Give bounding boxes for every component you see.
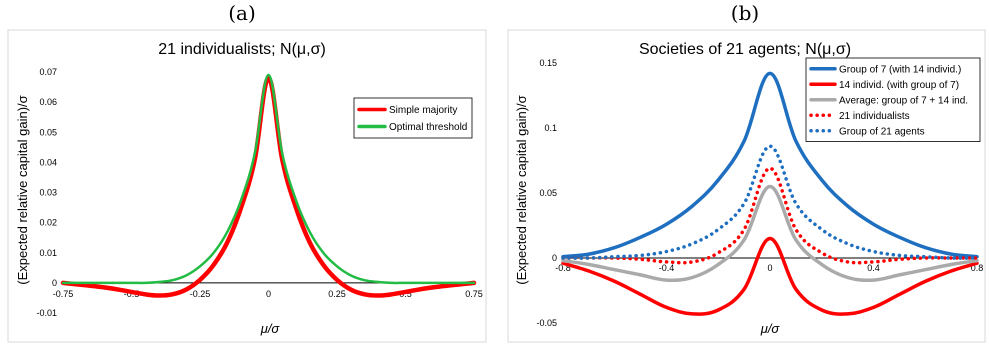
chart-b-xtick-0: -0.8 — [555, 263, 571, 273]
chart-b-xtick-4: 0.8 — [971, 263, 984, 273]
chart-b-ytick-0: -0.05 — [536, 318, 557, 328]
chart-b-legend-label-0: Group of 7 (with 14 individ.) — [839, 64, 961, 75]
chart-a-ytick-3: 0.02 — [39, 218, 57, 228]
chart-a-ytick-4: 0.03 — [39, 188, 57, 198]
chart-b-xtick-1: -0.4 — [659, 263, 675, 273]
chart-a-xtick-2: -0.25 — [190, 289, 211, 299]
chart-a-legend — [353, 97, 473, 139]
chart-b-series-4 — [561, 144, 979, 260]
chart-b-ytick-2: 0.05 — [539, 188, 557, 198]
chart-a-title: 21 individualists; N(μ,σ) — [158, 41, 326, 58]
chart-b-series-1 — [561, 236, 979, 316]
chart-a-series-1 — [61, 73, 476, 285]
chart-b-ytick-3: 0.1 — [544, 123, 557, 133]
chart-a-ytick-1: 0 — [52, 278, 57, 288]
chart-b-ytick-1: 0 — [552, 253, 557, 263]
chart-b-legend-label-1: 14 individ. (with group of 7) — [839, 80, 959, 91]
chart-b-xlabel: μ/σ — [760, 321, 781, 336]
chart-a-ytick-2: 0.01 — [39, 248, 57, 258]
chart-a-legend-label-1: Optimal threshold — [389, 122, 467, 133]
chart-a-xtick-0: -0.75 — [53, 289, 74, 299]
chart-a-xtick-6: 0.75 — [465, 289, 483, 299]
chart-b-legend-label-4: Group of 21 agents — [839, 126, 925, 137]
panel-a-label: (a) — [228, 1, 256, 25]
chart-b-xtick-2: 0 — [767, 263, 772, 273]
chart-b-plot: -0.05 0 0.05 0.1 0.15 -0.8 -0.4 0 0.4 0.8 Group of… — [536, 57, 984, 328]
chart-a-ytick-8: 0.07 — [39, 67, 57, 77]
chart-b-xtick-3: 0.4 — [867, 263, 880, 273]
chart-b-series-0 — [561, 71, 979, 259]
chart-b-ylabel: (Expected relative capital gain)/σ — [514, 95, 529, 284]
chart-a-ytick-5: 0.04 — [39, 157, 57, 167]
chart-a-xlabel: μ/σ — [260, 321, 281, 336]
panel-b-label: (b) — [731, 1, 759, 25]
chart-b-legend-label-3: 21 individualists — [839, 111, 910, 122]
chart-a-ytick-0: -0.01 — [36, 308, 57, 318]
chart-b-ytick-4: 0.15 — [539, 58, 557, 68]
chart-a-xtick-3: 0 — [266, 289, 271, 299]
chart-b-legend-label-2: Average: group of 7 + 14 ind. — [839, 95, 968, 106]
chart-b-title: Societies of 21 agents; N(μ,σ) — [639, 41, 851, 58]
panel-b: (b) Societies of 21 agents; N(μ,σ) (Expe… — [507, 1, 986, 343]
chart-a-series-0 — [60, 75, 477, 298]
chart-a-plot: -0.01 0 0.01 0.02 0.03 0.04 0.05 0.06 0.07 -0.75 -… — [36, 67, 482, 318]
chart-a-legend-label-0: Simple majority — [389, 105, 457, 116]
panel-a: (a) 21 individualists; N(μ,σ) (Expected … — [7, 1, 487, 343]
chart-b-series-2 — [561, 184, 979, 283]
chart-a-xtick-4: 0.25 — [328, 289, 346, 299]
chart-a-ytick-6: 0.05 — [39, 127, 57, 137]
chart-a-ytick-7: 0.06 — [39, 97, 57, 107]
chart-a-ylabel: (Expected relative capital gain)/σ — [15, 95, 30, 284]
